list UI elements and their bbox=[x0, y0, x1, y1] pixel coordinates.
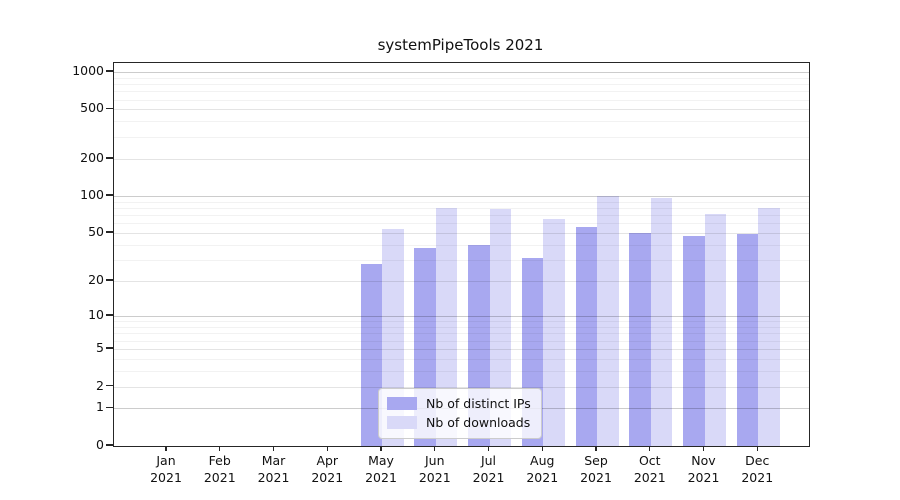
y-tick-mark-20 bbox=[106, 279, 113, 281]
gridline-700 bbox=[114, 91, 809, 93]
gridline-20 bbox=[114, 281, 809, 283]
legend: Nb of distinct IPs Nb of downloads bbox=[378, 388, 542, 439]
y-tick-label-200: 200 bbox=[80, 149, 104, 165]
legend-item-downloads: Nb of downloads bbox=[387, 413, 531, 432]
x-tick-mark-jul bbox=[487, 446, 490, 451]
x-tick-mark-nov bbox=[702, 446, 705, 451]
gridline-400 bbox=[114, 121, 809, 123]
y-tick-label-20: 20 bbox=[88, 272, 104, 288]
legend-swatch-distinct-ips bbox=[387, 397, 417, 410]
y-tick-mark-100 bbox=[106, 194, 113, 196]
x-tick-mark-jan bbox=[165, 446, 167, 451]
x-tick-mark-may bbox=[380, 446, 382, 451]
bar-jul-downloads bbox=[489, 209, 511, 446]
y-tick-label-500: 500 bbox=[80, 100, 104, 116]
gridline-7 bbox=[114, 333, 809, 335]
bar-nov-distinct-ips bbox=[683, 236, 705, 446]
bar-sep-distinct-ips bbox=[575, 227, 597, 446]
y-tick-label-1000: 1000 bbox=[72, 62, 104, 78]
gridline-200 bbox=[114, 158, 809, 160]
y-tick-mark-1 bbox=[106, 406, 113, 409]
chart-title: systemPipeTools 2021 bbox=[377, 36, 544, 54]
x-tick-mark-jun bbox=[434, 446, 436, 451]
bar-sep-downloads bbox=[597, 196, 619, 446]
y-tick-mark-10 bbox=[106, 314, 113, 316]
bar-aug-downloads bbox=[543, 219, 565, 446]
gridline-70 bbox=[114, 215, 809, 217]
gridline-600 bbox=[114, 99, 809, 101]
bar-jun-downloads bbox=[435, 208, 458, 446]
gridline-800 bbox=[114, 84, 809, 86]
bar-dec-distinct-ips bbox=[736, 234, 759, 446]
x-tick-label-nov: Nov 2021 bbox=[687, 453, 720, 485]
y-tick-label-5: 5 bbox=[96, 339, 104, 355]
y-tick-mark-0 bbox=[106, 444, 113, 446]
plot-area bbox=[113, 62, 810, 447]
x-tick-label-jul: Jul 2021 bbox=[472, 453, 505, 485]
gridline-900 bbox=[114, 77, 809, 79]
gridline-1000 bbox=[114, 71, 809, 73]
gridline-40 bbox=[114, 244, 809, 246]
gridline-90 bbox=[114, 201, 809, 203]
bar-oct-distinct-ips bbox=[629, 233, 651, 446]
gridline-30 bbox=[114, 260, 809, 262]
gridline-60 bbox=[114, 223, 809, 225]
legend-label-distinct-ips: Nb of distinct IPs bbox=[426, 396, 531, 411]
x-tick-label-sep: Sep 2021 bbox=[580, 453, 612, 485]
legend-label-downloads: Nb of downloads bbox=[426, 415, 531, 430]
x-tick-mark-oct bbox=[649, 446, 651, 451]
y-tick-mark-2 bbox=[106, 384, 113, 387]
x-tick-label-mar: Mar 2021 bbox=[257, 453, 290, 485]
gridline-80 bbox=[114, 208, 809, 210]
gridline-10 bbox=[114, 316, 809, 318]
x-tick-label-oct: Oct 2021 bbox=[633, 453, 666, 485]
y-tick-label-2: 2 bbox=[96, 377, 104, 393]
gridline-6 bbox=[114, 340, 809, 342]
gridline-2 bbox=[114, 386, 809, 388]
bar-oct-downloads bbox=[650, 198, 673, 446]
gridline-500 bbox=[114, 109, 809, 111]
gridline-100 bbox=[114, 196, 809, 198]
x-tick-label-jan: Jan 2021 bbox=[150, 453, 182, 485]
x-tick-mark-feb bbox=[219, 446, 221, 451]
x-tick-label-dec: Dec 2021 bbox=[741, 453, 774, 485]
x-tick-label-apr: Apr 2021 bbox=[311, 453, 344, 485]
legend-item-distinct-ips: Nb of distinct IPs bbox=[387, 394, 531, 413]
bar-may-distinct-ips bbox=[360, 263, 382, 446]
y-tick-label-100: 100 bbox=[80, 187, 104, 203]
y-tick-mark-1000 bbox=[106, 70, 113, 72]
gridline-3 bbox=[114, 370, 809, 372]
gridline-300 bbox=[114, 137, 809, 138]
x-tick-label-feb: Feb 2021 bbox=[203, 453, 236, 485]
y-tick-label-0: 0 bbox=[96, 437, 104, 452]
x-tick-label-aug: Aug 2021 bbox=[526, 453, 559, 485]
gridline-8 bbox=[114, 327, 809, 329]
legend-swatch-downloads bbox=[387, 416, 417, 429]
gridline-5 bbox=[114, 348, 809, 350]
x-tick-mark-mar bbox=[272, 446, 275, 451]
y-tick-mark-500 bbox=[106, 107, 113, 110]
x-tick-mark-sep bbox=[595, 446, 597, 451]
bar-nov-downloads bbox=[704, 213, 726, 446]
y-tick-mark-50 bbox=[106, 231, 113, 233]
x-tick-mark-apr bbox=[326, 446, 328, 451]
y-tick-label-10: 10 bbox=[88, 307, 104, 323]
x-tick-label-jun: Jun 2021 bbox=[418, 453, 451, 485]
y-tick-label-50: 50 bbox=[88, 224, 104, 240]
x-tick-mark-aug bbox=[541, 446, 543, 451]
gridline-4 bbox=[114, 358, 809, 360]
gridline-50 bbox=[114, 233, 809, 235]
x-tick-label-may: May 2021 bbox=[365, 453, 397, 485]
gridline-9 bbox=[114, 321, 809, 323]
y-tick-mark-200 bbox=[106, 157, 113, 159]
x-tick-mark-dec bbox=[756, 446, 758, 451]
bar-dec-downloads bbox=[758, 208, 780, 446]
y-tick-mark-5 bbox=[106, 347, 113, 349]
y-tick-label-1: 1 bbox=[96, 399, 104, 415]
